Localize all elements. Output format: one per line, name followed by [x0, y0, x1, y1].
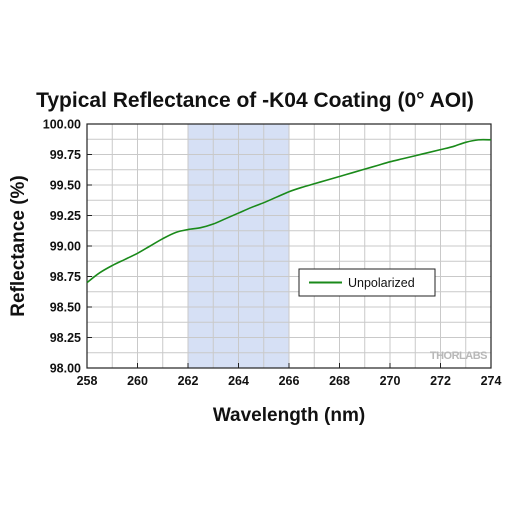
x-tick-label: 264	[228, 374, 249, 388]
y-tick-label: 98.75	[50, 270, 81, 284]
x-tick-label: 268	[329, 374, 350, 388]
legend: Unpolarized	[298, 268, 436, 297]
watermark-logo: THORLABS	[430, 350, 487, 362]
y-axis-label: Reflectance (%)	[8, 175, 29, 317]
y-tick-label: 98.50	[50, 301, 81, 315]
y-tick-label: 99.50	[50, 179, 81, 193]
series-line-unpolarized	[86, 138, 492, 284]
x-tick-label: 272	[430, 374, 451, 388]
legend-label-unpolarized: Unpolarized	[348, 276, 415, 290]
x-tick-label: 258	[77, 374, 98, 388]
grid-lines	[87, 124, 491, 368]
x-tick-label: 266	[279, 374, 300, 388]
y-tick-label: 98.00	[50, 362, 81, 376]
y-tick-label: 99.75	[50, 148, 81, 162]
x-tick-label: 260	[127, 374, 148, 388]
y-tick-label: 99.25	[50, 209, 81, 223]
x-tick-label: 262	[178, 374, 199, 388]
y-tick-label: 98.25	[50, 331, 81, 345]
y-tick-label: 99.00	[50, 240, 81, 254]
axis-ticks: 258 260 262 264 266 268 270 272 274 98.00 98.25 98.…	[43, 118, 502, 389]
chart-title: Typical Reflectance of -K04 Coating (0° …	[36, 89, 474, 112]
x-axis-label: Wavelength (nm)	[213, 405, 365, 426]
x-tick-label: 274	[481, 374, 502, 388]
x-tick-label: 270	[380, 374, 401, 388]
y-tick-label: 100.00	[43, 118, 81, 132]
series-layer	[86, 138, 492, 284]
